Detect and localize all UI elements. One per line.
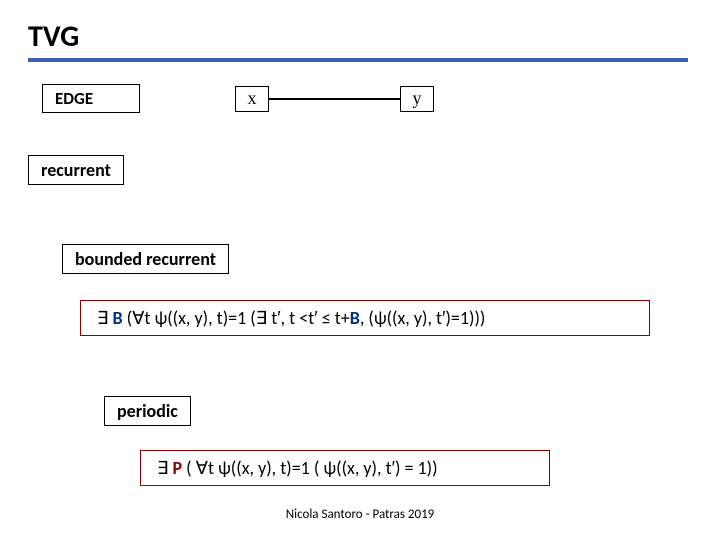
footer: Nicola Santoro - Patras 2019 [0, 507, 720, 522]
fp-rest: ( ∀t ψ((x, y), t)=1 ( ψ((x, y), t′) = 1)… [182, 457, 438, 479]
label-edge: EDGE [42, 84, 140, 113]
fb-suffix: , (ψ((x, y), t′)=1))) [360, 307, 486, 329]
fb-B2: B [350, 307, 360, 329]
fb-prefix: ∃ [97, 307, 112, 329]
title-rule [28, 58, 688, 62]
node-x: x [235, 86, 269, 112]
fb-mid: (∀t ψ((x, y), t)=1 (∃ t′, t <t′ ≤ t+ [123, 307, 350, 329]
fp-P: P [172, 457, 182, 479]
slide-title: TVG [28, 18, 79, 55]
fb-B: B [112, 307, 122, 329]
node-y: y [400, 86, 434, 112]
label-bounded-recurrent: bounded recurrent [62, 244, 229, 274]
edge-line [269, 98, 400, 100]
fp-prefix: ∃ [157, 457, 172, 479]
formula-bounded: ∃ B (∀t ψ((x, y), t)=1 (∃ t′, t <t′ ≤ t+… [80, 300, 650, 336]
label-periodic: periodic [104, 396, 191, 426]
formula-periodic: ∃ P ( ∀t ψ((x, y), t)=1 ( ψ((x, y), t′) … [140, 450, 550, 486]
label-recurrent: recurrent [28, 155, 124, 185]
